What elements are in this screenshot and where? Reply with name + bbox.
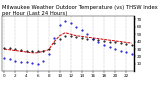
Text: Milwaukee Weather Outdoor Temperature (vs) THSW Index per Hour (Last 24 Hours): Milwaukee Weather Outdoor Temperature (v… — [2, 5, 157, 16]
